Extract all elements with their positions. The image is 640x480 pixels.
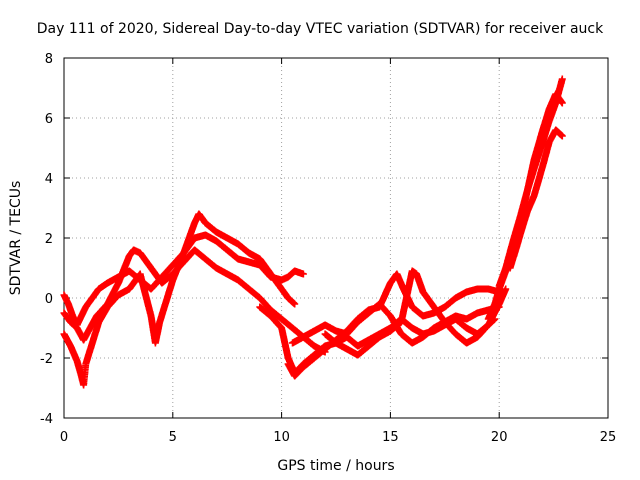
x-tick-label: 15 bbox=[382, 430, 399, 445]
data-series bbox=[60, 75, 566, 389]
y-tick-label: 6 bbox=[45, 112, 53, 127]
y-tick-label: -4 bbox=[40, 412, 53, 427]
y-axis-label: SDTVAR / TECUs bbox=[8, 181, 24, 296]
plot-frame bbox=[63, 57, 609, 419]
series-markers bbox=[60, 246, 329, 356]
series-track-3 bbox=[60, 246, 329, 356]
series-track-10 bbox=[506, 126, 566, 272]
chart-title: Day 111 of 2020, Sidereal Day-to-day VTE… bbox=[37, 21, 604, 37]
series-track-9 bbox=[495, 75, 566, 290]
x-axis-label: GPS time / hours bbox=[277, 458, 394, 474]
y-tick-label: 4 bbox=[45, 172, 53, 187]
x-tick-label: 10 bbox=[273, 430, 290, 445]
x-tick-labels: 0 5 10 15 20 25 bbox=[60, 430, 616, 445]
grid bbox=[64, 58, 608, 418]
y-tick-label: 2 bbox=[45, 232, 53, 247]
y-tick-label: -2 bbox=[40, 352, 53, 367]
series-markers bbox=[321, 267, 510, 359]
y-tick-label: 8 bbox=[45, 52, 53, 67]
x-tick-label: 5 bbox=[169, 430, 177, 445]
series-markers bbox=[506, 126, 566, 272]
x-tick-label: 0 bbox=[60, 430, 68, 445]
series-markers bbox=[495, 75, 566, 290]
y-tick-label: 0 bbox=[45, 292, 53, 307]
y-tick-labels: -4 -2 0 2 4 6 8 bbox=[40, 52, 53, 427]
series-track-7 bbox=[321, 267, 510, 359]
x-tick-label: 25 bbox=[600, 430, 617, 445]
x-tick-label: 20 bbox=[491, 430, 508, 445]
